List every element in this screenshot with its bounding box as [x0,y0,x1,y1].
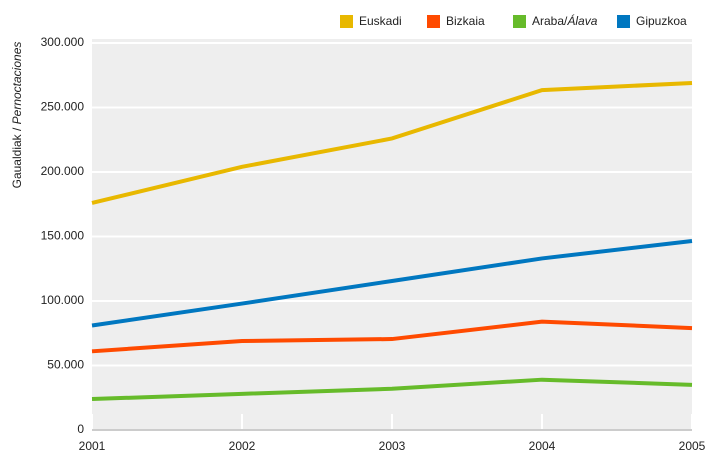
series-line [91,377,693,402]
text-part: Araba/ [532,14,568,28]
x-tick-label: 2003 [379,439,406,453]
series-line [91,319,693,354]
plot-area [92,39,692,430]
y-tick-label: 100.000 [41,293,85,307]
legend-label: Gipuzkoa [636,14,687,28]
legend-swatch [427,15,440,28]
y-tick-label: 250.000 [41,100,85,114]
x-tick-label: 2002 [229,439,256,453]
text-part: Álava [566,13,597,28]
series-line [91,80,693,205]
y-tick-label: 300.000 [41,35,85,49]
text-part: Pernoctaciones [10,42,24,128]
legend-label: Araba/Álava [532,13,598,28]
text-part: Gaualdiak / [10,127,24,188]
legend-label: Bizkaia [446,14,485,28]
y-tick-label: 0 [77,422,84,436]
legend-label: Euskadi [359,14,402,28]
legend-swatch [513,15,526,28]
y-axis-label: Gaualdiak / Pernoctaciones [10,42,24,189]
y-tick-label: 50.000 [47,358,84,372]
y-tick-label: 200.000 [41,164,85,178]
x-tick-label: 2001 [79,439,106,453]
x-tick-label: 2004 [529,439,556,453]
x-tick-label: 2005 [679,439,705,453]
legend-swatch [617,15,630,28]
legend-swatch [340,15,353,28]
y-tick-label: 150.000 [41,229,85,243]
series-line [91,239,693,328]
